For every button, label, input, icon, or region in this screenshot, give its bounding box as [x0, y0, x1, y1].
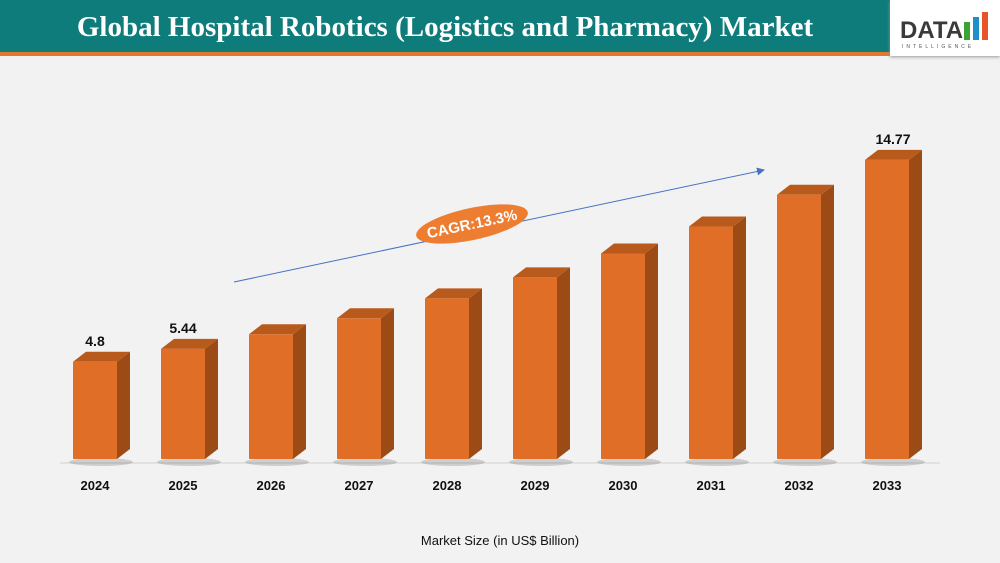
x-tick-label: 2024	[81, 478, 111, 493]
bar-top	[161, 338, 218, 349]
x-tick-label: 2030	[609, 478, 638, 493]
bar-side	[645, 243, 658, 459]
bar-side	[381, 308, 394, 459]
bar-top	[73, 351, 130, 362]
bar-top	[249, 324, 306, 335]
data-label: 5.44	[169, 320, 196, 336]
chart-title: Global Hospital Robotics (Logistics and …	[76, 11, 814, 43]
bar-side	[733, 216, 746, 459]
bar-2024	[73, 361, 117, 459]
bar-2028	[425, 298, 469, 459]
x-tick-label: 2027	[345, 478, 374, 493]
bar-side	[821, 184, 834, 460]
x-tick-label: 2025	[169, 478, 198, 493]
bar-shadow	[333, 458, 397, 466]
bar-top	[777, 184, 834, 195]
logo-graphic: DATA INTELLIGENCE	[900, 12, 988, 50]
bar-top	[689, 216, 746, 227]
bar-shadow	[773, 458, 837, 466]
logo: DATA INTELLIGENCE	[890, 0, 1000, 56]
bar-side	[117, 351, 130, 459]
svg-text:DATA: DATA	[900, 17, 963, 44]
bar-side	[557, 267, 570, 459]
x-tick-label: 2032	[785, 478, 814, 493]
cagr-badge	[416, 204, 528, 244]
bar-shadow	[509, 458, 573, 466]
bar-shadow	[245, 458, 309, 466]
bar-shadow	[421, 458, 485, 466]
bar-shadow	[597, 458, 661, 466]
bar-side	[293, 324, 306, 459]
bar-shadow	[861, 458, 925, 466]
bar-side	[469, 288, 482, 459]
bar-top	[513, 267, 570, 278]
svg-text:INTELLIGENCE: INTELLIGENCE	[902, 44, 974, 50]
x-tick-label: 2031	[697, 478, 726, 493]
x-tick-label: 2026	[257, 478, 286, 493]
bar-side	[909, 149, 922, 459]
bar-2031	[689, 226, 733, 459]
bar-top	[425, 288, 482, 299]
bar-top	[865, 149, 922, 160]
bar-shadow	[69, 458, 133, 466]
x-tick-label: 2033	[873, 478, 902, 493]
bar-top	[601, 243, 658, 254]
title-bar	[0, 0, 890, 56]
bar-2027	[337, 318, 381, 459]
x-axis-label: Market Size (in US$ Billion)	[420, 533, 580, 548]
bar-2029	[513, 277, 557, 459]
bar-shadow	[157, 458, 221, 466]
x-tick-label: 2028	[433, 478, 462, 493]
x-tick-label: 2029	[521, 478, 550, 493]
bar-top	[337, 308, 394, 319]
bar-shadow	[685, 458, 749, 466]
data-label: 4.8	[85, 333, 105, 349]
bar-2025	[161, 348, 205, 459]
bar-2026	[249, 334, 293, 459]
data-label: 14.77	[875, 131, 910, 147]
bar-side	[205, 338, 218, 459]
bar-2030	[601, 253, 645, 459]
bar-2033	[865, 159, 909, 459]
bar-2032	[777, 194, 821, 460]
